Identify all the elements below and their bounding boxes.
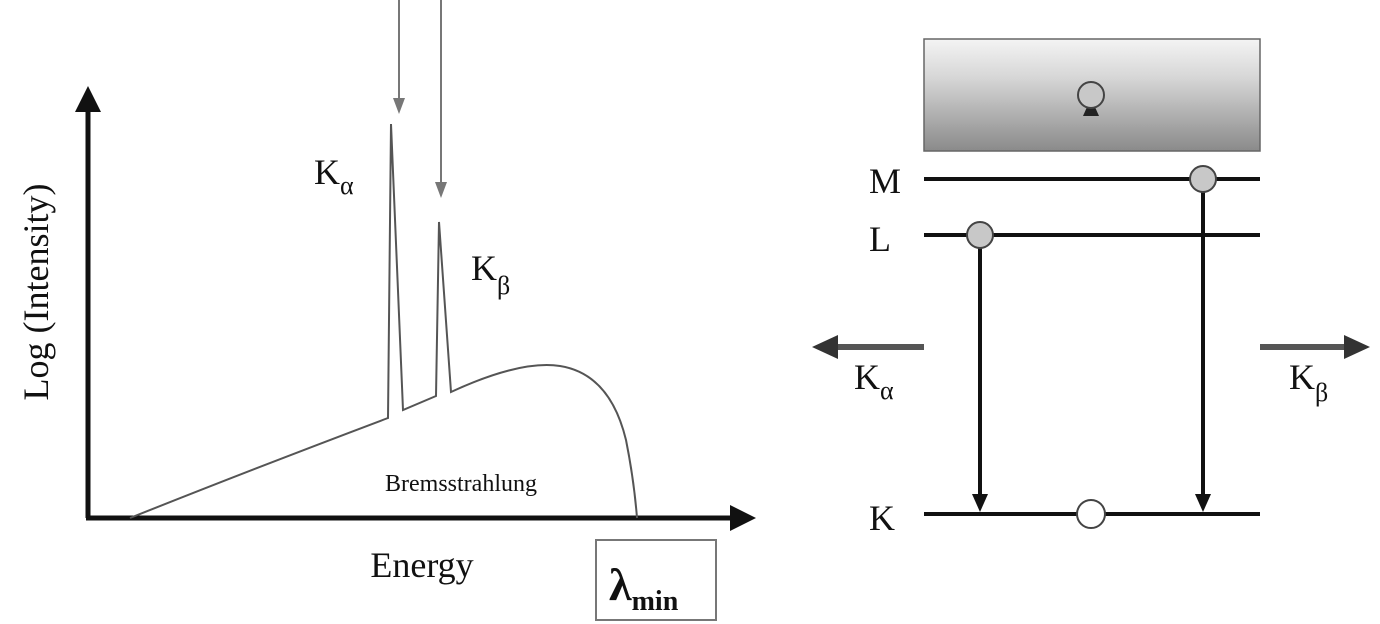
x-axis-arrowhead bbox=[730, 505, 756, 531]
y-axis-arrowhead bbox=[75, 86, 101, 112]
k-alpha-emission-label: Kα bbox=[854, 357, 894, 405]
energy-level-panel: M L K Kα Kβ bbox=[812, 38, 1370, 538]
level-k-label: K bbox=[869, 498, 895, 538]
transition-m-to-k-arrowhead bbox=[1195, 494, 1211, 512]
spectrum-panel: Log (Intensity) Energy Bremsstrahlung Kα… bbox=[16, 0, 756, 621]
level-m-label: M bbox=[869, 161, 901, 201]
k-alpha-emission-arrowhead bbox=[812, 335, 838, 359]
y-axis-label: Log (Intensity) bbox=[16, 184, 56, 401]
transition-l-to-k-arrowhead bbox=[972, 494, 988, 512]
ejected-electron bbox=[1077, 81, 1105, 109]
beta-peak-arrowhead bbox=[435, 182, 447, 198]
level-l-label: L bbox=[869, 219, 891, 259]
m-shell-electron bbox=[1189, 165, 1217, 193]
k-beta-peak-label: Kβ bbox=[471, 248, 510, 300]
bremsstrahlung-label: Bremsstrahlung bbox=[385, 471, 537, 497]
spectrum-curve bbox=[129, 123, 638, 519]
lambda-min-label: λmin bbox=[609, 559, 679, 617]
alpha-peak-arrowhead bbox=[393, 98, 405, 114]
l-shell-electron bbox=[966, 221, 994, 249]
lambda-min-box bbox=[595, 539, 717, 621]
k-alpha-peak-label: Kα bbox=[314, 152, 354, 200]
k-shell-vacancy bbox=[1076, 499, 1106, 529]
k-beta-emission-arrowhead bbox=[1344, 335, 1370, 359]
x-axis-label: Energy bbox=[370, 545, 473, 585]
k-beta-emission-label: Kβ bbox=[1289, 357, 1328, 407]
